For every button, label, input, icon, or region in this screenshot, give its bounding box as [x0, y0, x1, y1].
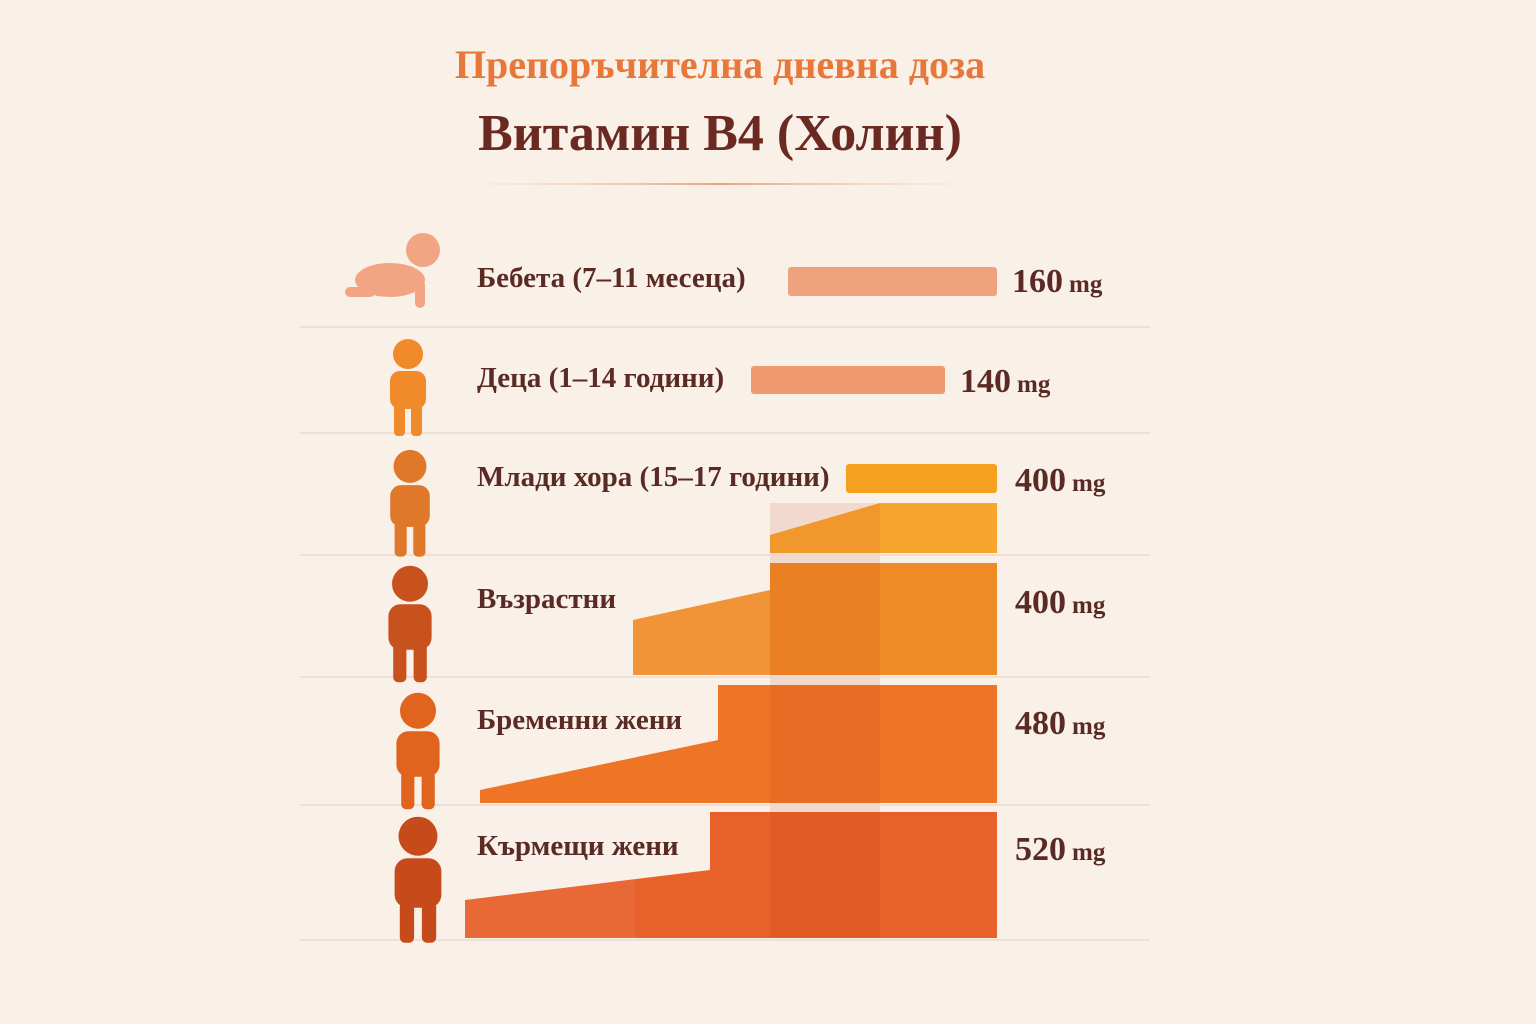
icon-leg [411, 404, 422, 436]
amount-value: 520 [1015, 831, 1066, 868]
shade [770, 503, 880, 938]
step [465, 812, 997, 938]
amount-unit: mg [1072, 470, 1106, 497]
amount-unit: mg [1017, 371, 1051, 398]
icon-head [400, 692, 436, 729]
bar [846, 464, 997, 493]
icon-body [394, 858, 442, 908]
row-label: Бебета (7–11 месеца) [477, 262, 746, 294]
icon-limb [415, 280, 425, 308]
person-icon [394, 816, 442, 943]
amount: 400 mg [1015, 584, 1106, 621]
icon-leg [399, 901, 415, 943]
amount-unit: mg [1072, 713, 1106, 740]
amount-value: 400 [1015, 584, 1066, 621]
icon-leg [413, 521, 426, 557]
step [633, 563, 997, 675]
icon-limb [345, 287, 375, 297]
icon-head [398, 816, 438, 856]
row: Бебета (7–11 месеца) 160 mg [300, 233, 1150, 328]
bar [788, 267, 997, 296]
icon-body [390, 371, 426, 409]
row: Деца (1–14 години) 140 mg [300, 339, 1150, 436]
amount-value: 160 [1012, 263, 1063, 300]
row-label: Кърмещи жени [477, 830, 679, 862]
step [770, 503, 997, 553]
icon-body [396, 731, 440, 777]
row: Бременни жени 480 mg [300, 692, 1150, 810]
staircase [465, 503, 997, 938]
icon-head [393, 449, 427, 483]
row-label: Бременни жени [477, 704, 682, 736]
amount: 520 mg [1015, 831, 1106, 868]
row: Възрастни 400 mg [300, 565, 1150, 683]
amount: 140 mg [960, 363, 1051, 400]
amount-unit: mg [1069, 271, 1103, 298]
person-icon [388, 565, 432, 683]
person-icon [390, 449, 430, 557]
icon-leg [394, 521, 407, 557]
person-icon [396, 692, 440, 810]
amount-value: 400 [1015, 462, 1066, 499]
icon-head [406, 233, 440, 267]
row-label: Възрастни [477, 583, 616, 615]
amount: 400 mg [1015, 462, 1106, 499]
icon-leg [394, 404, 405, 436]
subtitle: Препоръчителна дневна доза [455, 42, 985, 87]
icon-leg [393, 643, 407, 683]
title-divider [460, 183, 980, 185]
row: Млади хора (15–17 години) 400 mg [300, 449, 1150, 557]
shade [633, 563, 770, 675]
person-icon [390, 339, 426, 436]
icon-leg [421, 901, 437, 943]
icon-leg [401, 770, 415, 810]
icon-body [390, 485, 430, 527]
shade [465, 812, 635, 938]
title: Витамин B4 (Холин) [478, 105, 962, 162]
amount: 480 mg [1015, 705, 1106, 742]
icon-leg [413, 643, 427, 683]
icon-head [393, 339, 423, 369]
icon-leg [421, 770, 435, 810]
person-icon [345, 233, 440, 308]
row-label: Деца (1–14 години) [477, 362, 724, 394]
icon-head [392, 565, 428, 602]
step [480, 685, 997, 803]
amount-value: 140 [960, 363, 1011, 400]
bar [751, 366, 945, 394]
amount-unit: mg [1072, 839, 1106, 866]
amount: 160 mg [1012, 263, 1103, 300]
amount-value: 480 [1015, 705, 1066, 742]
amount-unit: mg [1072, 592, 1106, 619]
row-label: Млади хора (15–17 години) [477, 461, 830, 493]
row: Кърмещи жени 520 mg [300, 816, 1150, 943]
icon-body [388, 604, 432, 650]
